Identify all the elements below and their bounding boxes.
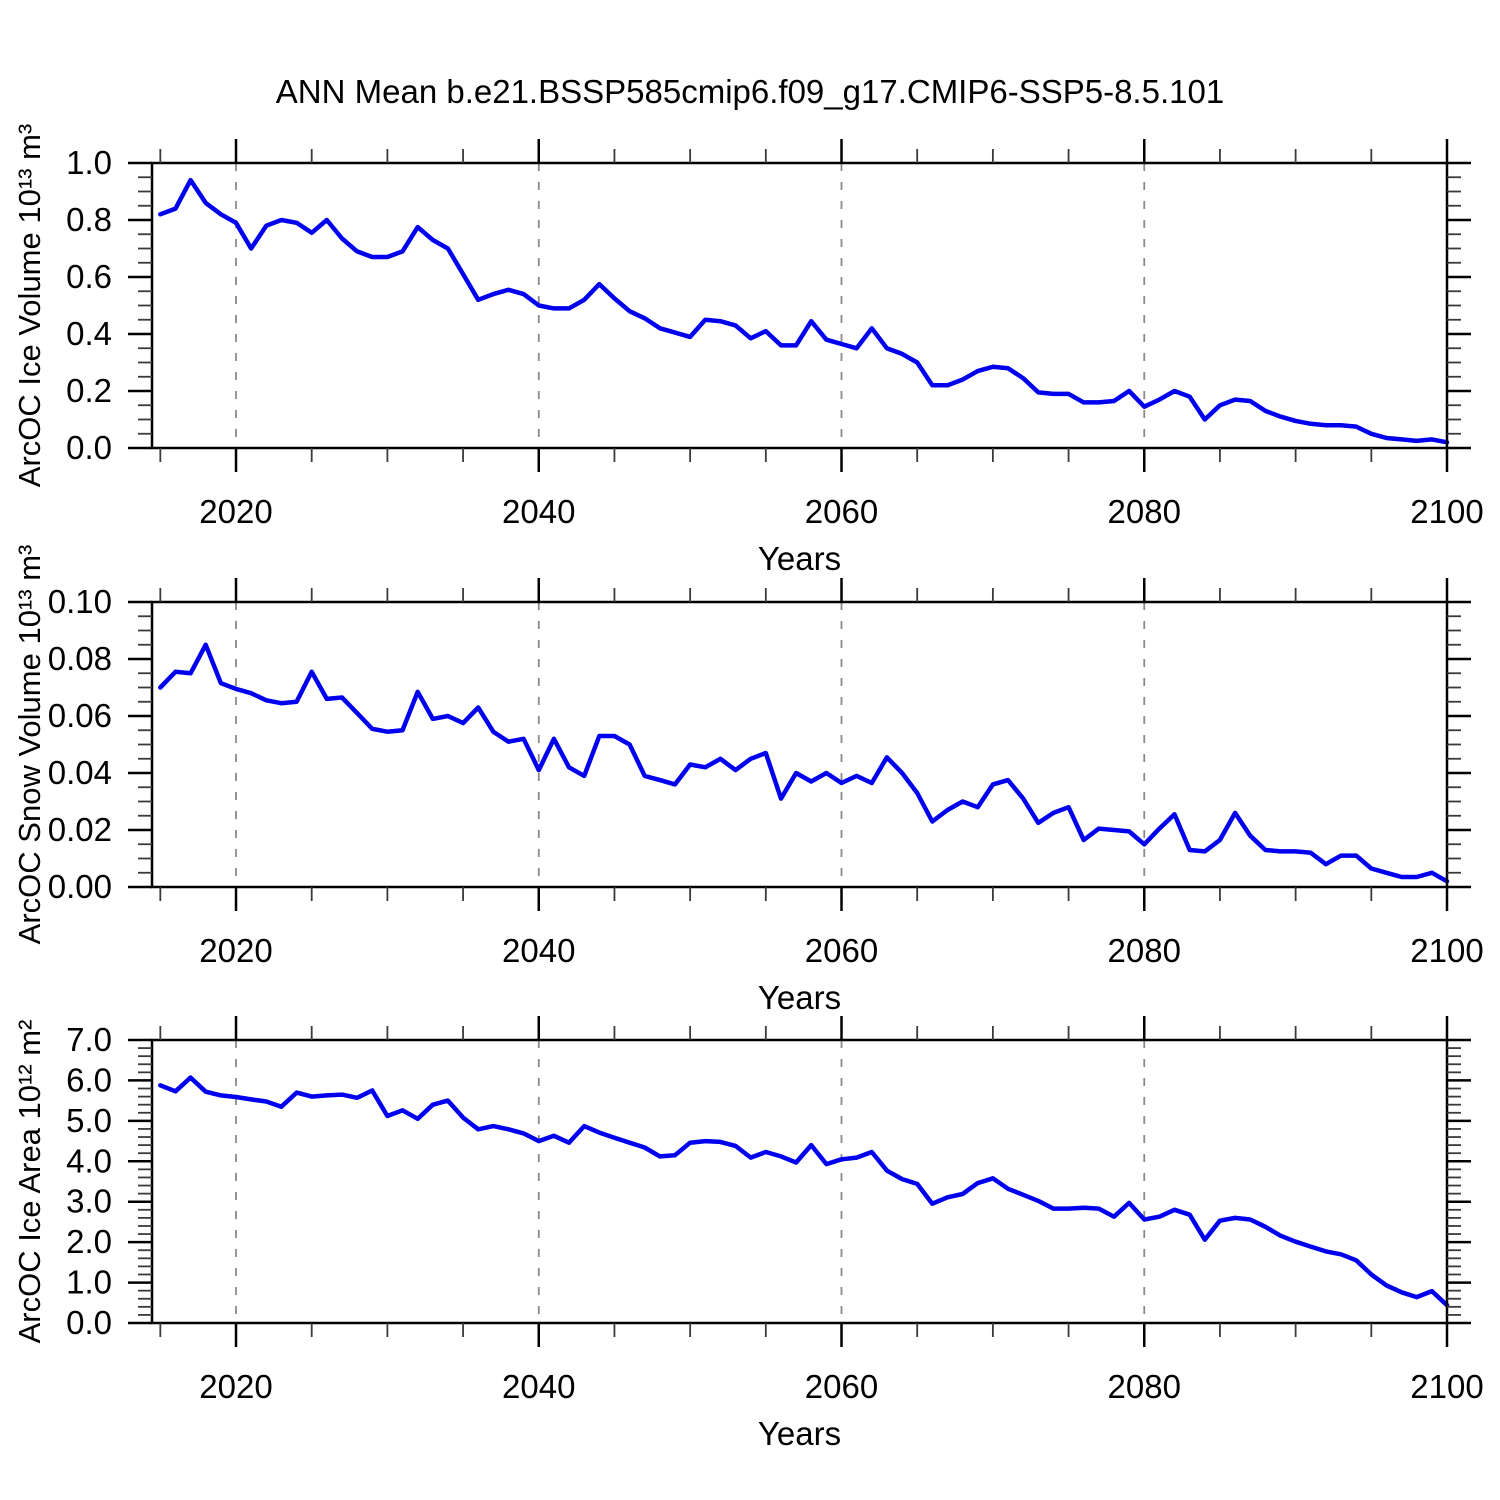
- y-tick-label: 0.02: [48, 811, 112, 848]
- major-ticks: [128, 1016, 1471, 1347]
- y-tick-label: 0.00: [48, 868, 112, 905]
- x-tick-label: 2100: [1410, 1368, 1483, 1405]
- ice-volume-line: [158, 177, 1450, 445]
- x-tick-label: 2060: [805, 1368, 878, 1405]
- y-tick-label: 0.8: [66, 201, 112, 238]
- minor-ticks: [138, 588, 1461, 901]
- minor-ticks: [138, 149, 1461, 462]
- y-tick-label: 0.0: [66, 1304, 112, 1341]
- x-tick-label: 2040: [502, 493, 575, 530]
- x-tick-label: 2020: [199, 932, 272, 969]
- tick-labels: 2020 2040 2060 2080 2100 0.01.0 2.03.0 4.05.0 6.…: [66, 1021, 1484, 1405]
- y-axis-title-snow-volume: ArcOC Snow Volume 10¹³ m³: [12, 545, 47, 945]
- ice-area-line: [158, 1075, 1450, 1308]
- y-tick-label: 0.04: [48, 754, 112, 791]
- x-tick-label: 2060: [805, 493, 878, 530]
- axes-box: [150, 1038, 1449, 1325]
- x-tick-label: 2080: [1108, 493, 1181, 530]
- y-tick-label: 0.06: [48, 697, 112, 734]
- y-tick-label: 0.10: [48, 583, 112, 620]
- x-tick-label: 2100: [1410, 493, 1483, 530]
- x-tick-label: 2040: [502, 1368, 575, 1405]
- x-axis-title-panel3: Years: [758, 1415, 841, 1452]
- panel-ice-volume: 2020 2040 2060 2080 2100 0.0 0.2 0.4 0.6 0.8 1.0: [66, 139, 1484, 530]
- panel-snow-volume: 2020 2040 2060 2080 2100 0.00 0.02 0.04 0.06 0.08…: [48, 578, 1484, 969]
- y-tick-label: 0.2: [66, 372, 112, 409]
- tick-labels: 2020 2040 2060 2080 2100 0.0 0.2 0.4 0.6 0.8 1.0: [66, 144, 1484, 530]
- y-tick-label: 1.0: [66, 144, 112, 181]
- y-tick-label: 0.4: [66, 315, 112, 352]
- axes-box: [150, 600, 1449, 889]
- major-ticks: [128, 578, 1471, 911]
- x-tick-label: 2100: [1410, 932, 1483, 969]
- y-tick-label: 0.08: [48, 640, 112, 677]
- x-tick-label: 2020: [199, 493, 272, 530]
- tick-labels: 2020 2040 2060 2080 2100 0.00 0.02 0.04 0.06 0.08…: [48, 583, 1484, 969]
- x-tick-label: 2020: [199, 1368, 272, 1405]
- snow-volume-line: [158, 642, 1450, 884]
- y-tick-label: 7.0: [66, 1021, 112, 1058]
- x-tick-label: 2060: [805, 932, 878, 969]
- x-axis-title-panel1: Years: [758, 540, 841, 577]
- y-axis-title-ice-area: ArcOC Ice Area 10¹² m²: [12, 1020, 47, 1344]
- y-axis-title-ice-volume: ArcOC Ice Volume 10¹³ m³: [12, 124, 47, 487]
- panel-ice-area: 2020 2040 2060 2080 2100 0.01.0 2.03.0 4.05.0 6.…: [66, 1016, 1484, 1405]
- minor-ticks: [138, 1026, 1461, 1337]
- y-tick-label: 5.0: [66, 1102, 112, 1139]
- y-tick-label: 0.0: [66, 429, 112, 466]
- panels: 2020 2040 2060 2080 21000.00.20.40.60.81.020…: [48, 139, 1484, 1405]
- major-ticks: [128, 139, 1471, 472]
- x-tick-label: 2080: [1108, 932, 1181, 969]
- x-axis-title-panel2: Years: [758, 979, 841, 1016]
- y-tick-label: 0.6: [66, 258, 112, 295]
- x-tick-label: 2040: [502, 932, 575, 969]
- y-tick-label: 1.0: [66, 1264, 112, 1301]
- y-tick-label: 3.0: [66, 1183, 112, 1220]
- y-tick-label: 2.0: [66, 1223, 112, 1260]
- y-tick-label: 6.0: [66, 1061, 112, 1098]
- x-tick-label: 2080: [1108, 1368, 1181, 1405]
- y-tick-label: 4.0: [66, 1142, 112, 1179]
- chart-title: ANN Mean b.e21.BSSP585cmip6.f09_g17.CMIP…: [276, 73, 1224, 110]
